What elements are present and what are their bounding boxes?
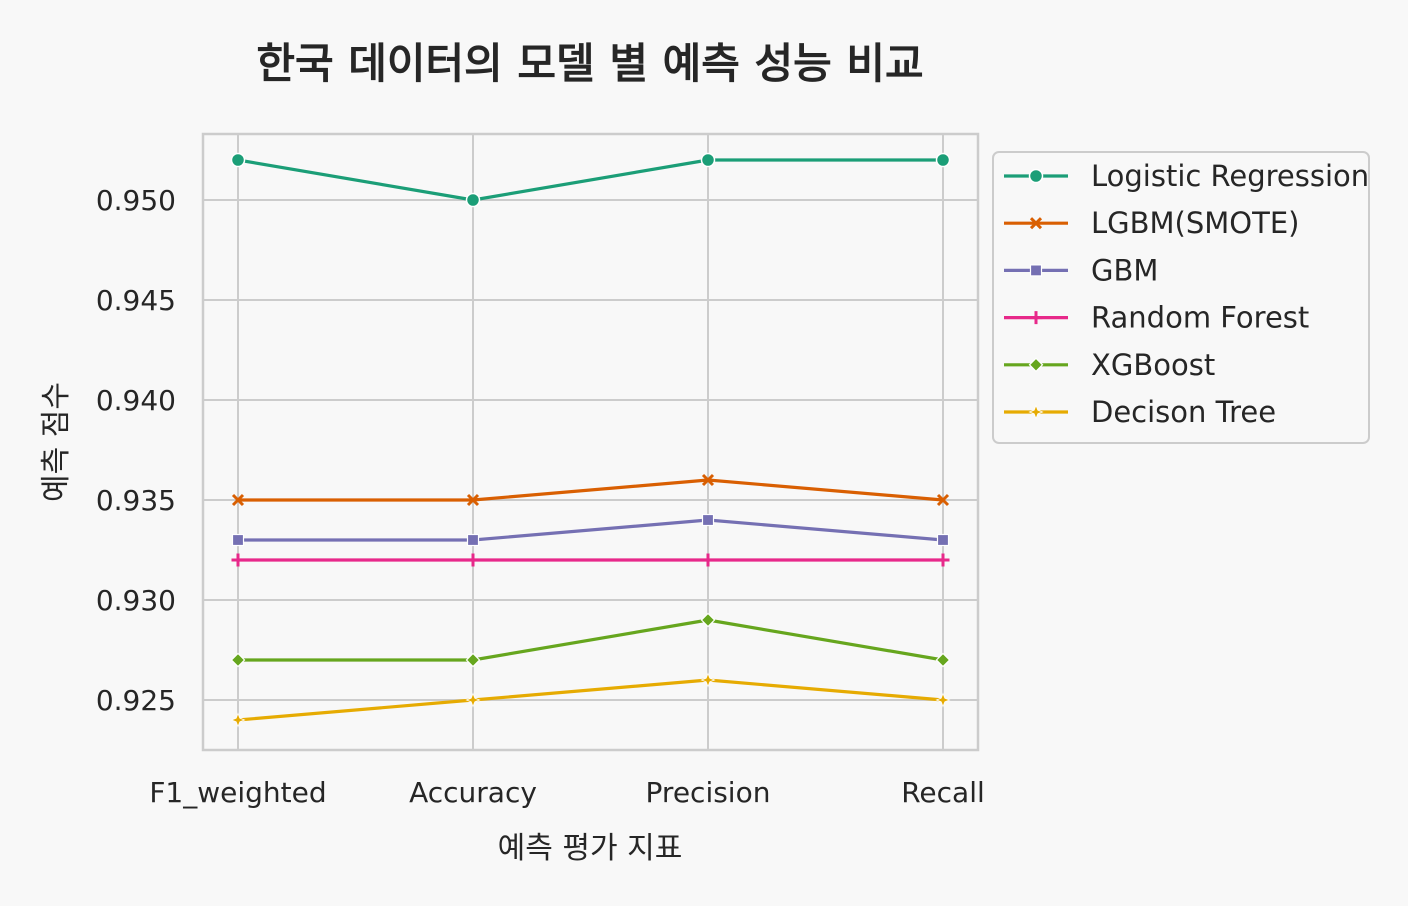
series-line bbox=[238, 478, 944, 502]
legend-entry: LGBM(SMOTE) bbox=[1004, 206, 1299, 240]
data-point bbox=[230, 652, 246, 668]
series-logistic-regression bbox=[230, 152, 951, 208]
x-tick-label: Precision bbox=[646, 776, 771, 809]
data-point bbox=[935, 652, 951, 668]
y-tick-label: 0.945 bbox=[96, 284, 176, 317]
chart-title: 한국 데이터의 모델 별 예측 성능 비교 bbox=[256, 39, 923, 88]
y-tick-label: 0.950 bbox=[96, 184, 176, 217]
y-axis-label: 예측 점수 bbox=[39, 382, 74, 502]
x-tick-label: Accuracy bbox=[409, 776, 537, 809]
legend-entry: GBM bbox=[1004, 253, 1158, 287]
data-point bbox=[936, 493, 950, 507]
legend-label: Decison Tree bbox=[1091, 395, 1276, 429]
y-tick-labels: 0.925 0.930 0.935 0.940 0.945 0.950 bbox=[96, 184, 176, 717]
data-point bbox=[465, 652, 481, 668]
data-point bbox=[230, 152, 246, 168]
legend-label: Random Forest bbox=[1091, 301, 1309, 335]
data-point bbox=[1028, 404, 1044, 420]
data-point bbox=[1028, 357, 1044, 373]
data-point bbox=[936, 533, 950, 547]
y-tick-label: 0.935 bbox=[96, 484, 176, 517]
data-point bbox=[700, 152, 716, 168]
legend-entry: Random Forest bbox=[1004, 301, 1309, 335]
legend-box bbox=[992, 151, 1370, 444]
series-line bbox=[238, 618, 944, 662]
series-random-forest bbox=[231, 553, 950, 567]
data-point bbox=[230, 712, 246, 728]
legend-entry: Logistic Regression bbox=[1004, 159, 1369, 193]
legend-label: Logistic Regression bbox=[1091, 159, 1369, 193]
y-tick-label: 0.925 bbox=[96, 684, 176, 717]
legend-label: XGBoost bbox=[1091, 348, 1215, 382]
y-tick-label: 0.930 bbox=[96, 584, 176, 617]
data-point bbox=[1028, 168, 1044, 184]
x-tick-label: Recall bbox=[901, 776, 985, 809]
x-tick-label: F1_weighted bbox=[149, 776, 326, 809]
data-point bbox=[1029, 264, 1043, 277]
gridlines bbox=[203, 134, 978, 750]
data-point bbox=[466, 533, 480, 547]
data-point bbox=[700, 612, 716, 628]
series-xgboost bbox=[230, 612, 951, 668]
legend-entry: XGBoost bbox=[1004, 348, 1215, 382]
data-point bbox=[701, 513, 715, 527]
x-tick-labels: F1_weighted Accuracy Precision Recall bbox=[149, 776, 984, 809]
series-line bbox=[238, 518, 944, 542]
data-point bbox=[701, 473, 715, 487]
data-point bbox=[465, 692, 481, 708]
data-point bbox=[231, 533, 245, 547]
data-point bbox=[466, 553, 480, 567]
data-point bbox=[231, 493, 245, 507]
data-point bbox=[936, 553, 950, 567]
series-decison-tree bbox=[230, 672, 951, 728]
data-point bbox=[1029, 217, 1043, 230]
legend-label: LGBM(SMOTE) bbox=[1091, 206, 1299, 240]
data-point bbox=[465, 192, 481, 208]
legend-label: GBM bbox=[1091, 253, 1158, 287]
data-point bbox=[1029, 311, 1043, 325]
series-line bbox=[237, 678, 944, 722]
data-point bbox=[935, 692, 951, 708]
series-lines bbox=[230, 152, 951, 728]
legend: Logistic Regression LGBM(SMOTE) GBM Random … bbox=[992, 151, 1370, 444]
series-line bbox=[237, 158, 943, 202]
y-tick-label: 0.940 bbox=[96, 384, 176, 417]
series-lgbm-smote bbox=[231, 473, 950, 507]
data-point bbox=[231, 553, 245, 567]
x-axis-label: 예측 평가 지표 bbox=[498, 831, 683, 866]
data-point bbox=[701, 553, 715, 567]
plot-area-frame bbox=[201, 132, 980, 752]
series-gbm bbox=[231, 513, 950, 547]
legend-entry: Decison Tree bbox=[1004, 395, 1276, 429]
data-point bbox=[700, 672, 716, 688]
data-point bbox=[935, 152, 951, 168]
data-point bbox=[466, 493, 480, 507]
